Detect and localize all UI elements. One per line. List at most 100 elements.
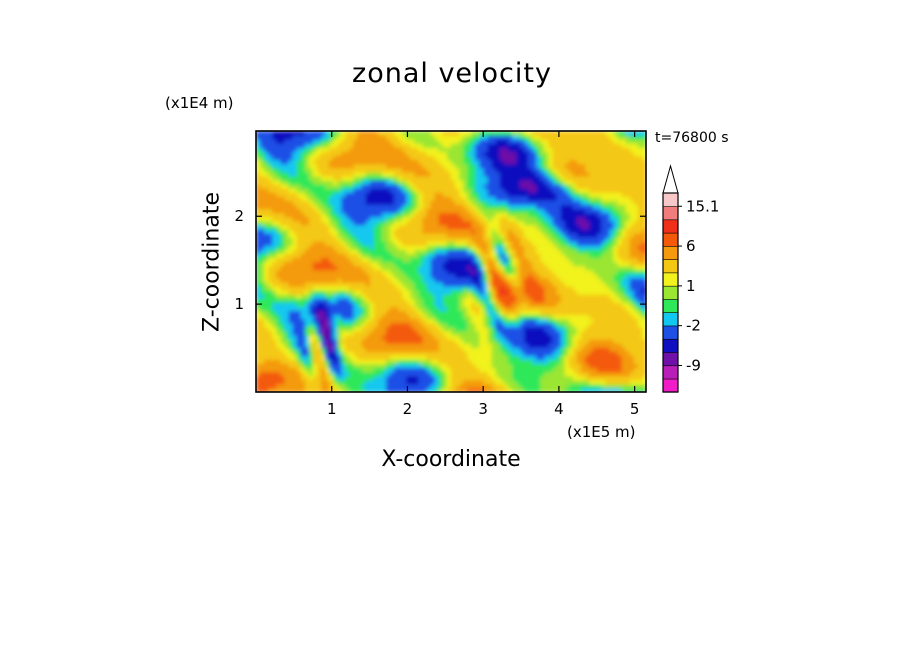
heatmap-cell — [349, 151, 355, 157]
heatmap-cell — [321, 343, 326, 348]
heatmap-cell — [560, 261, 566, 267]
heatmap-cell — [345, 363, 351, 369]
heatmap-cell — [276, 249, 281, 254]
heatmap-cell — [264, 167, 269, 173]
heatmap-cell — [560, 383, 566, 389]
heatmap-cell — [503, 192, 509, 197]
heatmap-cell — [475, 212, 481, 218]
heatmap-cell — [377, 228, 383, 234]
heatmap-cell — [308, 188, 314, 193]
heatmap-cell — [471, 290, 476, 295]
heatmap-cell — [361, 249, 367, 254]
heatmap-cell — [540, 135, 546, 140]
heatmap-cell — [442, 314, 448, 320]
heatmap-cell — [361, 216, 367, 222]
heatmap-cell — [475, 379, 481, 385]
heatmap-cell — [475, 318, 481, 324]
heatmap-cell — [276, 387, 281, 392]
heatmap-cell — [398, 171, 403, 177]
heatmap-cell — [312, 273, 318, 279]
heatmap-cell — [564, 330, 570, 336]
heatmap-cell — [463, 139, 468, 144]
heatmap-cell — [528, 135, 533, 140]
heatmap-cell — [381, 273, 387, 279]
heatmap-cell — [446, 196, 452, 201]
heatmap-cell — [272, 175, 277, 181]
heatmap-cell — [499, 273, 505, 279]
heatmap-cell — [516, 273, 521, 279]
heatmap-cell — [361, 363, 367, 369]
heatmap-cell — [499, 131, 505, 136]
heatmap-cell — [300, 375, 306, 381]
heatmap-cell — [528, 310, 533, 316]
heatmap-cell — [260, 224, 265, 230]
heatmap-cell — [300, 204, 306, 210]
heatmap-cell — [426, 355, 432, 360]
heatmap-cell — [536, 277, 541, 283]
heatmap-cell — [471, 281, 476, 287]
heatmap-cell — [357, 351, 363, 356]
heatmap-cell — [369, 245, 375, 250]
heatmap-cell — [410, 224, 416, 230]
heatmap-cell — [503, 302, 509, 307]
heatmap-cell — [292, 273, 298, 279]
heatmap-cell — [544, 208, 550, 214]
heatmap-cell — [329, 330, 334, 336]
heatmap-cell — [507, 261, 513, 267]
heatmap-cell — [329, 363, 334, 369]
heatmap-cell — [357, 347, 363, 352]
heatmap-cell — [361, 163, 367, 169]
heatmap-cell — [300, 322, 306, 328]
heatmap-cell — [455, 147, 460, 152]
heatmap-cell — [386, 334, 391, 340]
heatmap-cell — [507, 265, 513, 271]
heatmap-cell — [365, 188, 371, 193]
heatmap-cell — [463, 204, 468, 210]
heatmap-cell — [321, 237, 326, 242]
heatmap-cell — [264, 371, 269, 377]
heatmap-cell — [386, 355, 391, 360]
heatmap-cell — [434, 367, 440, 373]
heatmap-cell — [511, 326, 517, 332]
heatmap-cell — [386, 351, 391, 356]
heatmap-cell — [532, 273, 537, 279]
heatmap-cell — [467, 383, 472, 389]
heatmap-cell — [296, 159, 302, 165]
heatmap-cell — [345, 139, 351, 144]
heatmap-cell — [398, 387, 403, 392]
heatmap-cell — [288, 326, 294, 332]
heatmap-cell — [430, 318, 436, 324]
heatmap-cell — [564, 192, 570, 197]
heatmap-cell — [406, 334, 411, 340]
heatmap-cell — [406, 208, 411, 214]
heatmap-cell — [304, 318, 310, 324]
heatmap-cell — [292, 143, 298, 148]
heatmap-cell — [479, 159, 485, 165]
heatmap-cell — [260, 294, 265, 299]
heatmap-cell — [426, 228, 432, 234]
heatmap-cell — [365, 265, 371, 271]
heatmap-cell — [357, 310, 363, 316]
heatmap-cell — [308, 330, 314, 336]
heatmap-cell — [369, 261, 375, 267]
heatmap-cell — [548, 355, 554, 360]
heatmap-cell — [292, 387, 298, 392]
heatmap-cell — [483, 196, 489, 201]
heatmap-cell — [463, 359, 468, 365]
heatmap-cell — [479, 249, 485, 254]
heatmap-cell — [373, 334, 379, 340]
heatmap-cell — [446, 294, 452, 299]
heatmap-cell — [288, 245, 294, 250]
heatmap-cell — [552, 175, 558, 181]
heatmap-cell — [552, 216, 558, 222]
heatmap-cell — [345, 326, 351, 332]
heatmap-cell — [471, 298, 476, 303]
heatmap-cell — [467, 204, 472, 210]
heatmap-cell — [446, 261, 452, 267]
heatmap-cell — [511, 290, 517, 295]
heatmap-cell — [398, 159, 403, 165]
heatmap-cell — [524, 147, 529, 152]
heatmap-cell — [369, 253, 375, 259]
heatmap-cell — [442, 351, 448, 356]
heatmap-cell — [349, 383, 355, 389]
